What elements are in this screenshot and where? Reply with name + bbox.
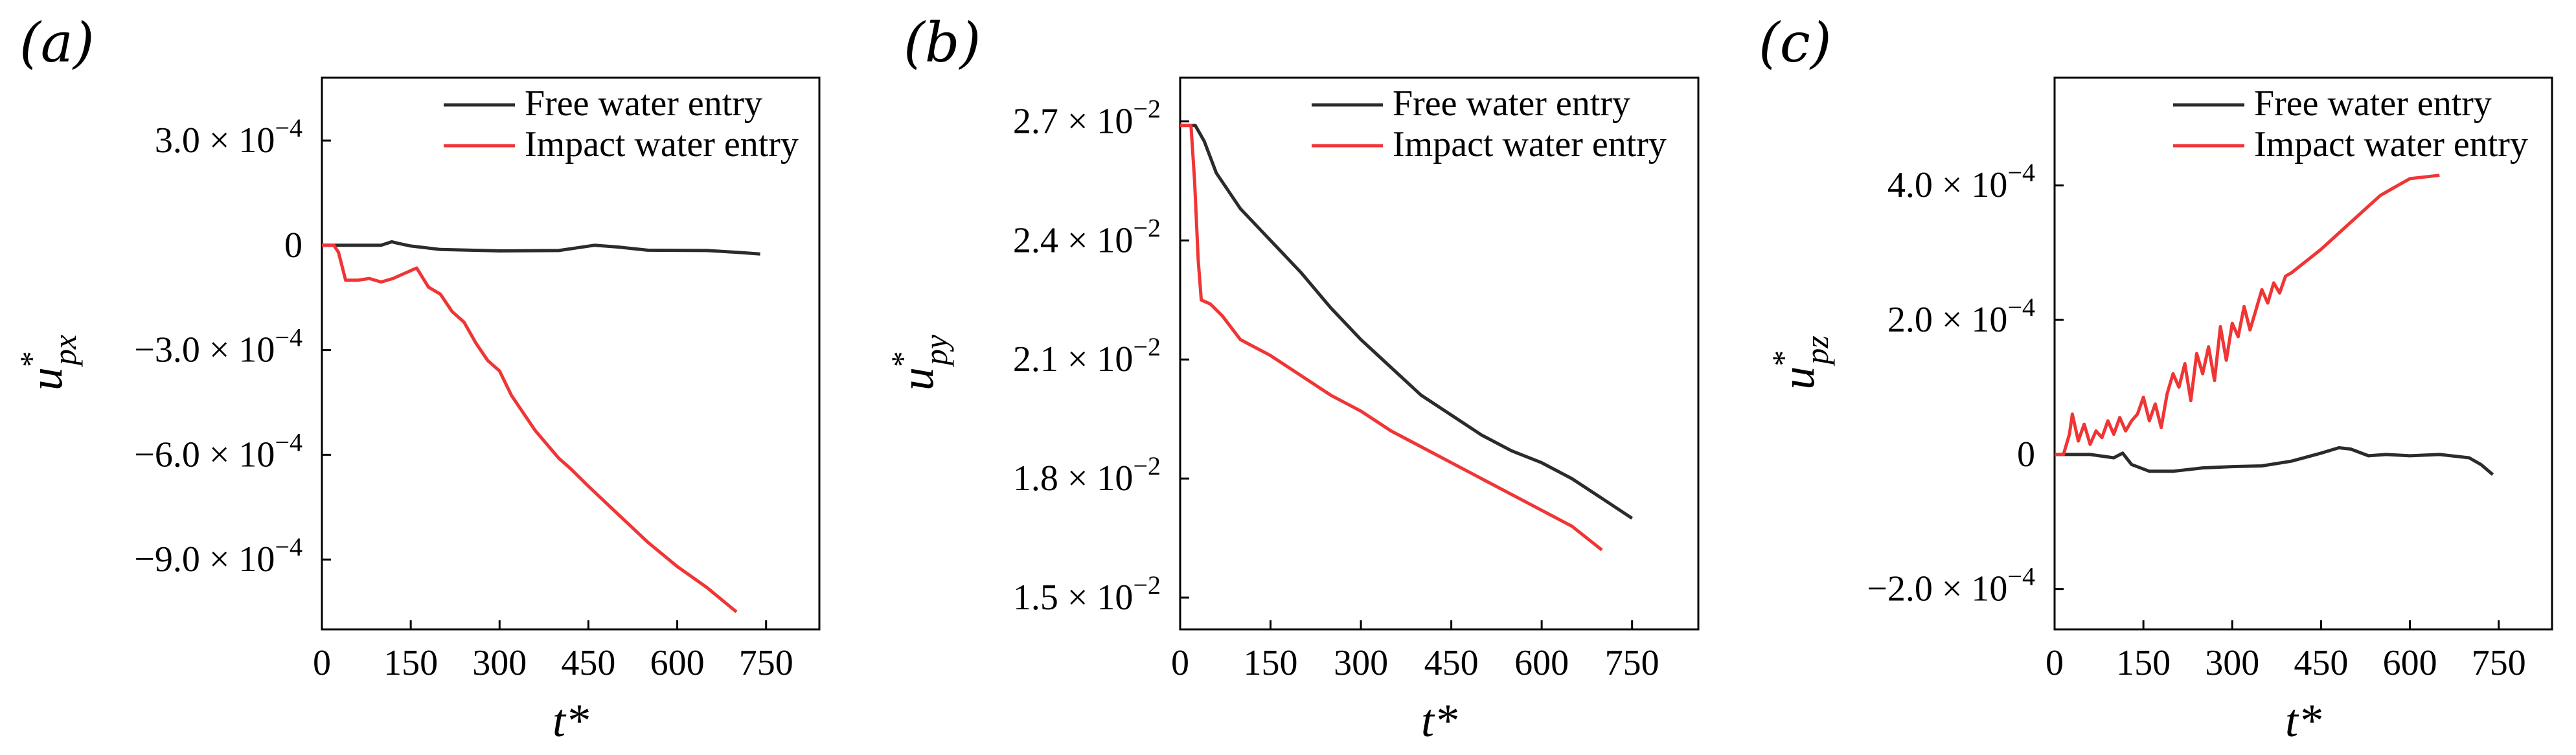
legend-label: Free water entry <box>525 84 762 124</box>
y-tick-label: −3.0 × 10−4 <box>134 323 302 370</box>
series-line-free-water-entry <box>1180 124 1634 520</box>
y-tick-label: 1.5 × 10−2 <box>1013 570 1161 618</box>
x-tick-label: 750 <box>739 643 793 683</box>
series-line-free-water-entry <box>322 240 760 256</box>
x-tick-label: 600 <box>1514 643 1569 683</box>
y-tick-label: −9.0 × 10−4 <box>134 532 302 580</box>
x-tick-label: 750 <box>1605 643 1659 683</box>
y-tick-label: −2.0 × 10−4 <box>1867 562 2035 609</box>
panel-label: (b) <box>904 11 981 74</box>
y-tick-label: 2.4 × 10−2 <box>1013 213 1161 260</box>
y-tick-label: −6.0 × 10−4 <box>134 427 302 475</box>
y-tick-label: 3.0 × 10−4 <box>155 113 302 161</box>
y-axis-title: u*pz <box>1765 335 1835 389</box>
x-tick-label: 750 <box>2472 643 2526 683</box>
y-tick-label: 2.7 × 10−2 <box>1013 94 1161 141</box>
legend-label: Impact water entry <box>2254 124 2528 164</box>
x-tick-label: 450 <box>2294 643 2348 683</box>
x-tick-label: 0 <box>1171 643 1189 683</box>
legend-label: Free water entry <box>1393 84 1630 124</box>
x-axis-title: t* <box>553 695 589 747</box>
x-tick-label: 450 <box>1424 643 1479 683</box>
x-tick-label: 600 <box>2383 643 2437 683</box>
x-tick-label: 0 <box>2046 643 2064 683</box>
y-axis-title: u*px <box>13 335 83 390</box>
y-tick-label: 1.8 × 10−2 <box>1013 451 1161 499</box>
y-tick-label: 2.1 × 10−2 <box>1013 332 1161 379</box>
panel-a: (a) 0 150 300 450 600 750 3.0 × 10−4 0 −3.0 × 10−… <box>13 11 821 747</box>
y-tick-label: 4.0 × 10−4 <box>1887 158 2035 205</box>
x-tick-label: 450 <box>561 643 615 683</box>
panel-label: (c) <box>1759 11 1832 74</box>
plot-frame <box>1179 76 1700 631</box>
y-tick-label: 2.0 × 10−4 <box>1887 293 2035 340</box>
series-line-impact-water-entry <box>322 243 738 613</box>
plot-frame <box>321 76 821 631</box>
x-axis-title: t* <box>2285 695 2321 747</box>
panel-b: (b) 0 150 300 450 600 750 2.7 × 10−2 2.4 × 10−2 2… <box>884 11 1700 747</box>
x-tick-label: 150 <box>2116 643 2171 683</box>
x-tick-label: 300 <box>2205 643 2259 683</box>
series-line-impact-water-entry <box>2055 174 2440 456</box>
panel-label: (a) <box>19 11 95 74</box>
series-line-impact-water-entry <box>1180 124 1603 552</box>
y-tick-label: 0 <box>2017 434 2035 475</box>
x-tick-label: 0 <box>313 643 331 683</box>
x-tick-label: 300 <box>1334 643 1388 683</box>
series-line-free-water-entry <box>2055 446 2494 476</box>
x-tick-label: 150 <box>383 643 438 683</box>
legend-label: Impact water entry <box>525 124 799 164</box>
y-tick-label: 0 <box>284 225 302 265</box>
x-tick-label: 600 <box>650 643 705 683</box>
x-tick-label: 300 <box>472 643 527 683</box>
y-axis-title: u*py <box>884 334 954 390</box>
legend-label: Impact water entry <box>1393 124 1667 164</box>
x-axis-title: t* <box>1421 695 1457 747</box>
panel-c: (c) 0 150 300 450 600 750 4.0 × 10−4 2.0 × 10−4 0… <box>1759 11 2553 747</box>
x-tick-label: 150 <box>1244 643 1298 683</box>
legend-label: Free water entry <box>2254 84 2492 124</box>
plot-frame <box>2053 76 2553 631</box>
